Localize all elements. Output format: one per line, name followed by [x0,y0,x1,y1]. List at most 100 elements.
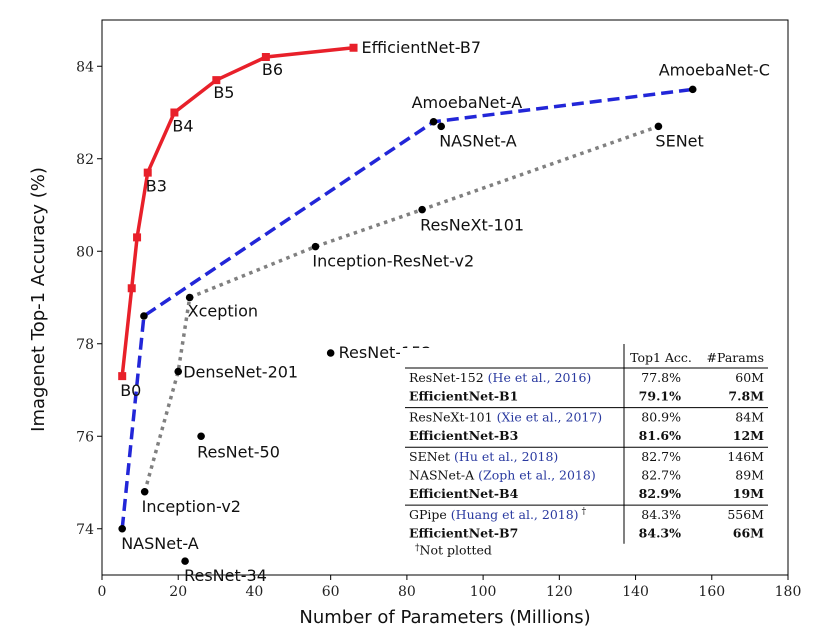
table-dagger: † [582,507,587,517]
comparison-table: Top1 Acc. #Params ResNet-152 (He et al., 20… [400,344,778,560]
x-tick-label: 60 [322,584,340,600]
point-label: ResNet-50 [197,442,280,461]
table-model-name: EfficientNet-B7 [409,525,518,540]
table-model-name: EfficientNet-B3 [409,428,518,443]
other-models-point [197,432,205,441]
table-citation: (Zoph et al., 2018) [478,468,596,483]
table-header-params: #Params [707,350,764,365]
point-label: ResNet-34 [184,566,267,585]
table-row-params: 60M [735,370,764,385]
plot-axes: 0 20 40 60 80 100 120 140 160 180 74 76 78 80 82 84 Numb… [28,19,802,628]
table-model-name: NASNet-A [409,468,475,483]
point-label: B3 [146,177,167,196]
point-label: EfficientNet-B7 [362,38,482,57]
point-label: NASNet-A [121,534,199,553]
table-model-name: ResNet-152 [409,370,484,385]
other-models-point [437,122,445,131]
table-row-params: 66M [733,525,764,540]
efficientnet-line [120,45,354,377]
efficientnet-point [118,372,127,381]
nas-frontier-point [429,117,438,126]
nas-frontier-line [120,87,693,529]
efficientnet-point [133,233,142,242]
table-row-model: ResNeXt-101 (Xie et al., 2017) [409,410,602,425]
table-citation: (Xie et al., 2017) [497,410,603,425]
table-row-params: 7.8M [728,388,764,403]
y-axis-title: Imagenet Top-1 Accuracy (%) [28,167,49,432]
other-models-point [181,557,189,565]
table-row-acc: 84.3% [639,525,681,540]
nas-frontier-point [140,312,148,320]
x-tick-label: 180 [775,584,802,600]
table-header-acc: Top1 Acc. [630,350,692,365]
table-model-name: EfficientNet-B4 [409,486,519,501]
handcrafted-frontier-line [143,124,659,493]
x-tick-label: 0 [98,584,107,600]
footnote-mark: † [415,544,420,554]
x-tick-label: 160 [698,584,725,600]
footnote-text: Not plotted [420,543,492,558]
efficientnet-point [349,43,358,52]
x-tick-label: 20 [169,584,187,600]
table-row-acc: 82.7% [641,449,681,464]
table-row-acc: 82.9% [639,486,681,501]
x-tick-label: 120 [546,584,573,600]
point-label: AmoebaNet-C [659,60,770,79]
x-tick-label: 100 [470,584,497,600]
nas-frontier-point [688,85,697,94]
other-models-point [326,349,335,357]
point-label: B4 [172,117,193,136]
table-row-acc: 80.9% [641,410,681,425]
y-tick-label: 82 [76,152,94,168]
nas-frontier-point [118,524,126,533]
x-axis-title: Number of Parameters (Millions) [299,607,590,628]
table-citation: (Huang et al., 2018) [451,507,579,522]
point-label: Xception [188,302,258,321]
point-label: Inception-v2 [142,497,241,516]
table-row-model: ResNet-152 (He et al., 2016) [409,370,591,385]
table-row-params: 146M [727,449,764,464]
point-label: SENet [655,131,703,150]
table-row-model: EfficientNet-B1 [409,388,518,403]
series-lines [120,45,693,529]
table-background [400,348,778,560]
point-label: AmoebaNet-A [412,93,523,112]
handcrafted-frontier-point [311,242,320,251]
handcrafted-frontier-point [174,367,183,376]
point-labels: B0 B3 B4 B5 B6 EfficientNet-B7 NASNet-A AmoebaN… [120,38,770,585]
table-row-params: 12M [733,428,764,443]
table-model-name: SENet [409,449,450,464]
table-row-params: 19M [733,486,764,501]
efficientnet-point [127,284,136,293]
table-row-model: GPipe (Huang et al., 2018) † [409,507,587,522]
table-model-name: EfficientNet-B1 [409,388,518,403]
efficientnet-point [261,53,270,61]
table-row-model: EfficientNet-B3 [409,428,518,443]
x-tick-label: 40 [246,584,264,600]
table-row-acc: 77.8% [641,370,681,385]
y-tick-label: 76 [76,429,94,445]
table-row-model: EfficientNet-B7 [409,525,518,540]
table-citation: (Hu et al., 2018) [454,449,558,464]
point-label: B6 [262,60,283,79]
point-label: B5 [213,83,234,102]
y-tick-label: 78 [76,337,94,353]
series-points [118,43,697,565]
plot-frame [101,19,789,576]
efficientnet-point [170,108,179,117]
table-row-model: NASNet-A (Zoph et al., 2018) [409,468,596,483]
efficientnet-point [212,76,221,85]
table-footnote: †Not plotted [415,543,492,558]
efficientnet-point [143,168,152,177]
table-row-acc: 82.7% [641,468,681,483]
handcrafted-frontier-point [185,293,194,302]
table-row-acc: 79.1% [639,388,681,403]
y-tick-label: 74 [76,522,94,538]
x-tick-label: 80 [398,584,416,600]
table-citation: (He et al., 2016) [488,370,592,385]
table-row-acc: 84.3% [641,507,681,522]
point-label: DenseNet-201 [183,363,298,382]
handcrafted-frontier-point [654,122,663,131]
table-row-params: 89M [735,468,764,483]
